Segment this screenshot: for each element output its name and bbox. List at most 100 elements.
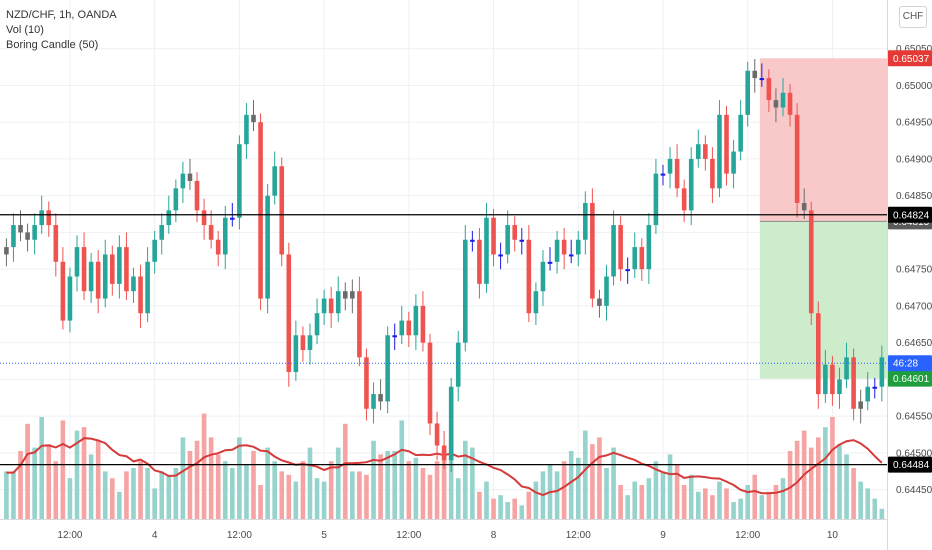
volume-bar	[724, 488, 729, 519]
y-tick-label: 0.64700	[896, 301, 932, 312]
price-tag-level: 0.64484	[893, 460, 930, 471]
volume-bar	[879, 508, 885, 519]
volume-bar	[773, 485, 779, 519]
candle	[851, 357, 856, 409]
volume-bar	[526, 491, 532, 519]
volume-bar	[60, 420, 66, 519]
y-tick-label: 0.64950	[896, 118, 932, 129]
candle	[611, 225, 616, 277]
volume-bar	[350, 471, 355, 519]
volume-bar	[314, 478, 320, 519]
legend-symbol[interactable]: NZD/CHF, 1h, OANDA	[6, 9, 117, 21]
candle	[477, 239, 482, 284]
volume-bar	[519, 505, 525, 519]
volume-bar	[378, 454, 383, 519]
volume-bar	[865, 488, 871, 519]
volume-bar	[851, 468, 856, 519]
candle	[498, 254, 503, 257]
volume-bar	[491, 498, 496, 519]
volume-bar	[11, 471, 16, 519]
volume-bar	[180, 437, 186, 519]
volume-bar	[463, 440, 468, 519]
candle	[364, 357, 369, 409]
volume-bar	[745, 485, 750, 519]
candle	[117, 247, 122, 284]
volume-bar	[208, 437, 214, 519]
candle	[95, 261, 101, 299]
volume-bar	[681, 485, 687, 519]
volume-bar	[32, 447, 37, 519]
volume-bar	[371, 440, 376, 519]
candle	[512, 225, 518, 240]
candle	[865, 386, 871, 402]
volume-bar	[321, 481, 327, 519]
volume-bar	[611, 447, 616, 519]
volume-bar	[533, 481, 539, 519]
legend-volume[interactable]: Vol (10)	[6, 24, 44, 36]
x-tick-label: 12:00	[735, 530, 760, 541]
candle	[731, 151, 736, 174]
volume-bar	[794, 440, 800, 519]
candle	[674, 158, 680, 189]
volume-bar	[244, 464, 249, 519]
volume-bar	[110, 478, 115, 519]
candle	[830, 364, 835, 395]
candle	[695, 144, 701, 159]
volume-bar	[583, 430, 588, 519]
candle	[745, 70, 750, 115]
volume-bar	[752, 474, 758, 519]
candle	[455, 342, 461, 387]
candle	[660, 173, 666, 176]
countdown-tag-bg	[888, 355, 932, 372]
candle	[703, 144, 708, 159]
price-tag-target-bg	[888, 370, 932, 387]
volume-bar	[441, 454, 447, 519]
candle	[321, 298, 327, 314]
volume-bar	[265, 447, 270, 519]
candle	[766, 78, 772, 101]
candle	[378, 394, 383, 402]
volume-bar	[434, 461, 440, 519]
candle	[590, 203, 595, 299]
volume-bar	[780, 478, 786, 519]
volume-bar	[505, 502, 510, 519]
volume-bar	[703, 488, 708, 519]
candle	[879, 357, 885, 387]
stop-loss-zone	[759, 58, 887, 222]
volume-bar	[152, 488, 157, 519]
volume-bar	[470, 447, 475, 519]
legend-indicator[interactable]: Boring Candle (50)	[6, 39, 99, 51]
volume-bar	[102, 471, 108, 519]
candle	[561, 239, 567, 255]
candle	[420, 305, 426, 343]
candle	[547, 261, 553, 264]
price-tag-stop: 0.65037	[893, 54, 930, 65]
candle	[371, 394, 376, 409]
y-tick-label: 0.64500	[896, 448, 932, 459]
volume-bar	[39, 417, 44, 519]
x-tick-label: 5	[321, 530, 327, 541]
candle	[724, 114, 729, 174]
volume-bar	[568, 451, 574, 519]
candle	[583, 203, 588, 240]
y-tick-label: 0.64750	[896, 265, 932, 276]
candle	[618, 225, 623, 270]
volume-bar	[484, 481, 489, 519]
currency-button[interactable]: CHF	[899, 6, 927, 28]
volume-bar	[738, 498, 743, 519]
candle	[844, 357, 849, 380]
candle	[646, 225, 652, 270]
candle	[187, 173, 193, 181]
candle	[604, 276, 609, 306]
candle	[32, 225, 37, 240]
candle	[258, 122, 263, 299]
candle	[307, 335, 313, 350]
candle	[413, 305, 419, 336]
candle	[667, 158, 673, 174]
candle	[632, 247, 638, 270]
candle	[837, 379, 842, 395]
volume-bar	[632, 481, 638, 519]
candle	[554, 239, 560, 262]
y-tick-label: 0.64650	[896, 338, 932, 349]
